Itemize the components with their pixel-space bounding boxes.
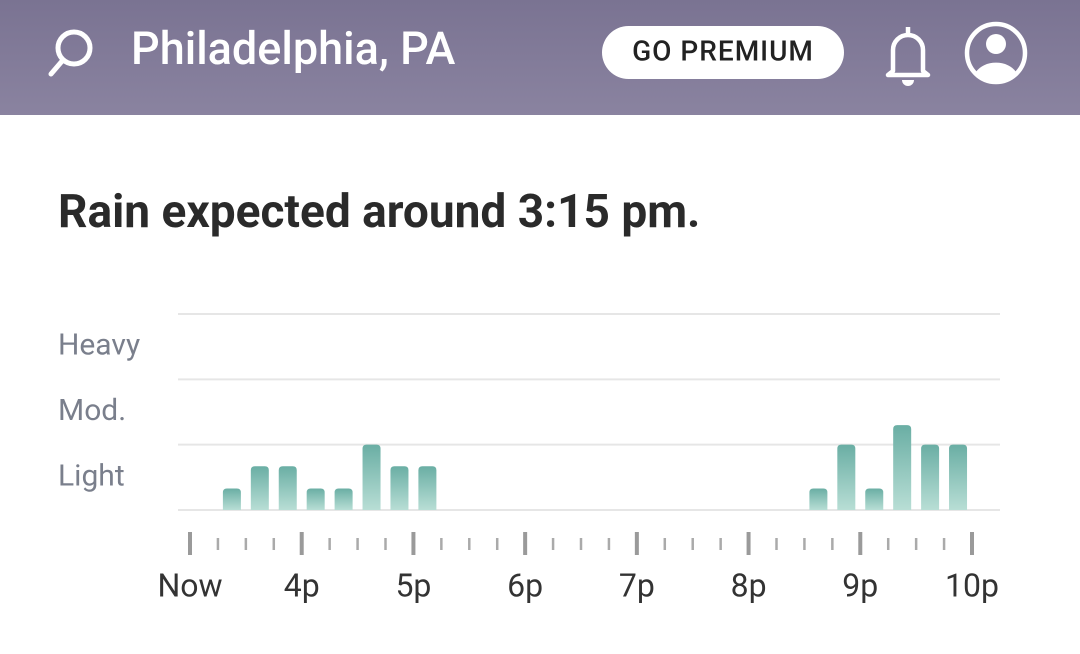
premium-label[interactable]: GO PREMIUM: [632, 34, 814, 67]
bar: [921, 444, 940, 510]
bar: [809, 488, 828, 510]
bell-icon[interactable]: [885, 27, 931, 86]
bar: [837, 444, 856, 510]
bar: [390, 466, 409, 510]
level-label: Mod.: [58, 393, 126, 428]
premium-button[interactable]: [602, 26, 844, 79]
level-label: Light: [58, 458, 125, 493]
x-tick-label: 5p: [395, 566, 431, 604]
search-icon[interactable]: [48, 29, 93, 77]
bar: [222, 488, 241, 510]
header-bar: [0, 0, 1080, 115]
bar: [865, 488, 884, 510]
bar: [949, 444, 968, 510]
x-tick-label: 6p: [507, 566, 543, 604]
account-icon[interactable]: [964, 21, 1028, 85]
x-tick-label: Now: [157, 566, 222, 604]
location[interactable]: Philadelphia, PA: [131, 22, 455, 75]
bar: [362, 444, 381, 510]
bar: [334, 488, 353, 510]
bar: [893, 425, 912, 510]
x-tick-label: 4p: [284, 566, 320, 604]
level-label: Heavy: [58, 328, 140, 363]
x-tick-label: 9p: [842, 566, 878, 604]
chart-title: Rain expected around 3:15 pm.: [58, 185, 700, 239]
x-tick-label: 10p: [945, 566, 999, 604]
x-tick-label: 8p: [731, 566, 767, 604]
x-tick-label: 7p: [619, 566, 655, 604]
bar: [306, 488, 325, 510]
bar: [250, 466, 269, 510]
bar: [418, 466, 437, 510]
bar: [278, 466, 297, 510]
